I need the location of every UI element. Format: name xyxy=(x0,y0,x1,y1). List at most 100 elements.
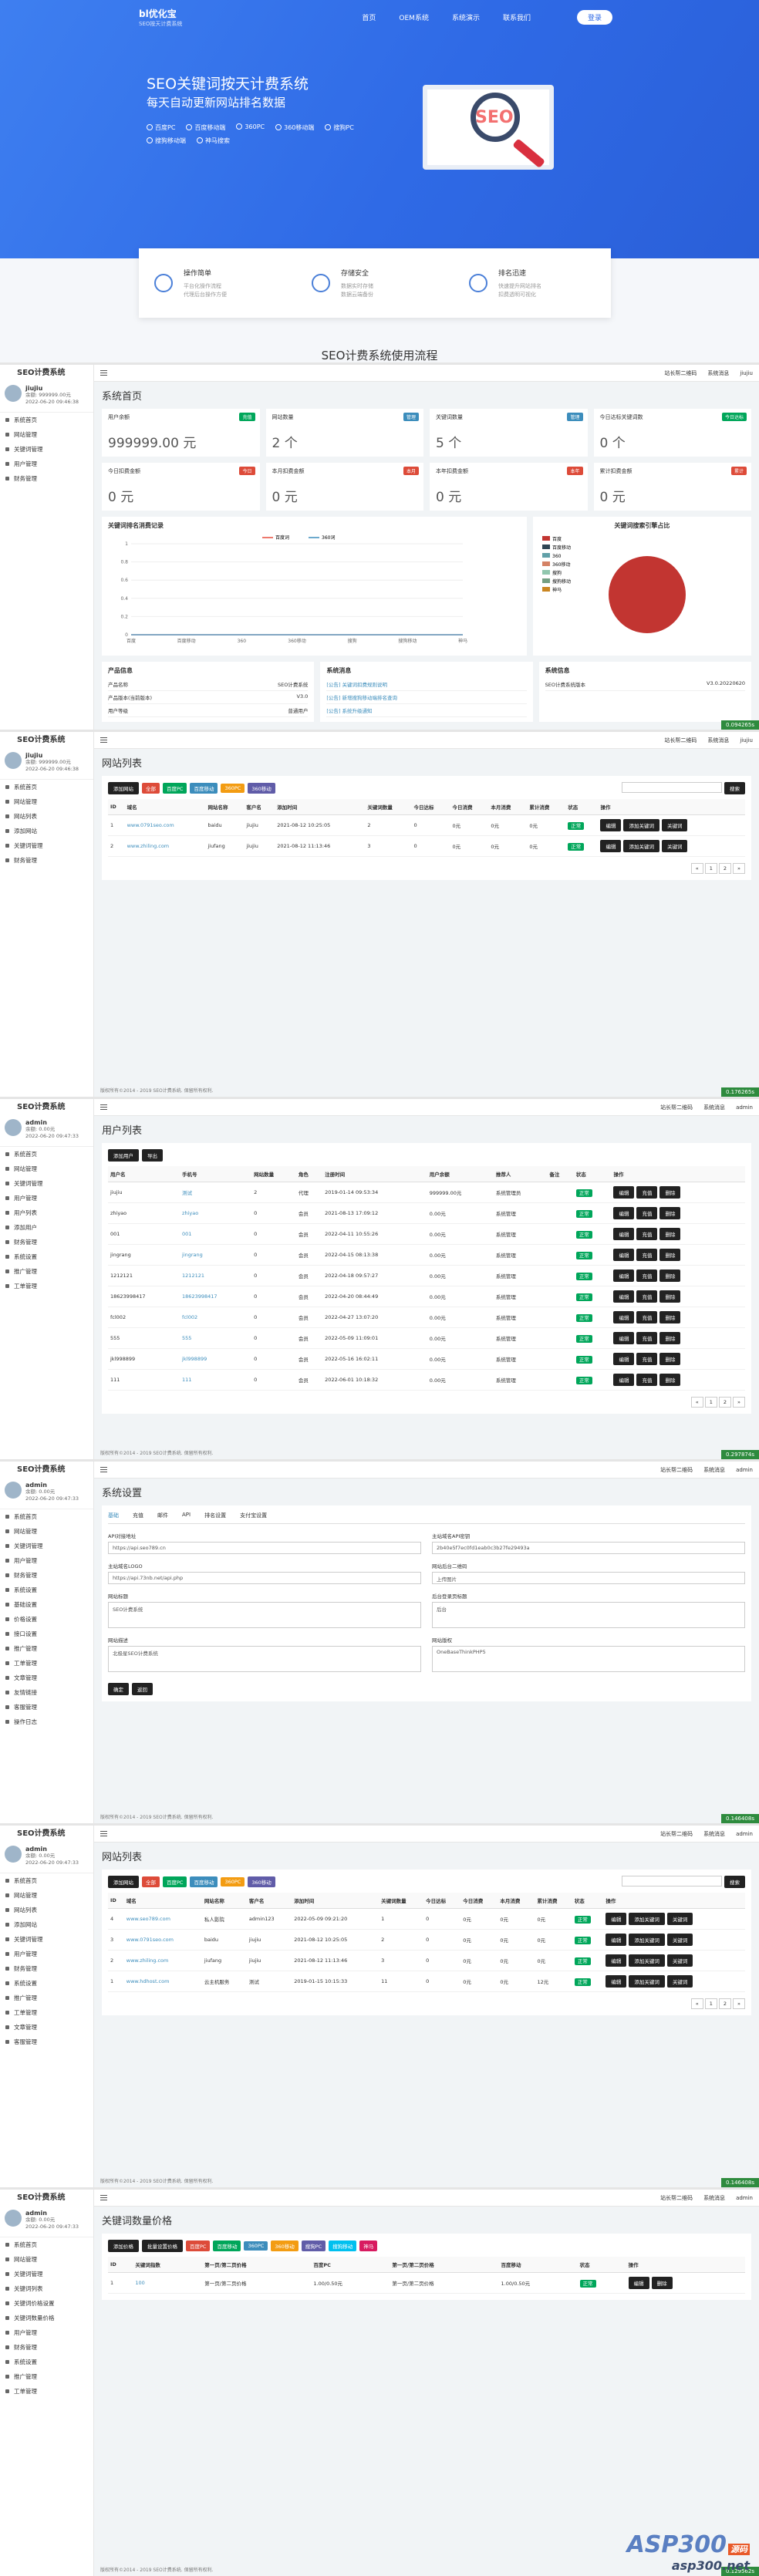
menu-item[interactable]: 财务管理 xyxy=(0,1961,93,1976)
page-link[interactable]: 2 xyxy=(718,1397,732,1408)
page-link[interactable]: 1 xyxy=(704,1998,717,2009)
menu-item[interactable]: 系统设置 xyxy=(0,1976,93,1991)
menu-item[interactable]: 财务管理 xyxy=(0,471,93,486)
action-button[interactable]: 充值 xyxy=(636,1311,658,1323)
action-button[interactable]: 充值 xyxy=(636,1290,658,1303)
menu-item[interactable]: 关键词管理 xyxy=(0,1539,93,1553)
menu-item[interactable]: 关键词管理 xyxy=(0,1176,93,1191)
action-button[interactable]: 删除 xyxy=(659,1353,681,1365)
action-button[interactable]: 添加关键词 xyxy=(623,819,659,831)
menu-item[interactable]: 系统首页 xyxy=(0,1147,93,1162)
menu-item[interactable]: 系统首页 xyxy=(0,1873,93,1888)
action-button[interactable]: 充值 xyxy=(636,1332,658,1344)
menu-item[interactable]: 网站列表 xyxy=(0,1903,93,1917)
menu-toggle[interactable] xyxy=(100,1467,107,1472)
tab[interactable]: API xyxy=(182,1512,191,1518)
menu-item[interactable]: 系统首页 xyxy=(0,780,93,794)
toolbar-button[interactable]: 添加价格 xyxy=(108,2240,139,2252)
action-button[interactable]: 删除 xyxy=(659,1207,681,1219)
menu-toggle[interactable] xyxy=(100,2195,107,2200)
filter-tag[interactable]: 百度移动 xyxy=(190,1876,218,1887)
action-button[interactable]: 编辑 xyxy=(600,819,622,831)
filter-tag[interactable]: 百度移动 xyxy=(190,783,218,794)
menu-item[interactable]: 关键词管理 xyxy=(0,442,93,457)
topbar-item[interactable]: jiujiu xyxy=(740,369,753,376)
menu-item[interactable]: 客服管理 xyxy=(0,1700,93,1715)
action-button[interactable]: 充值 xyxy=(636,1353,658,1365)
field-input[interactable]: 后台 xyxy=(432,1602,745,1628)
menu-item[interactable]: 用户管理 xyxy=(0,1553,93,1568)
action-button[interactable]: 充值 xyxy=(636,1186,658,1199)
menu-item[interactable]: 推广管理 xyxy=(0,2369,93,2384)
action-button[interactable]: 关键词 xyxy=(661,840,688,852)
menu-item[interactable]: 文章管理 xyxy=(0,2020,93,2035)
menu-item[interactable]: 用户列表 xyxy=(0,1205,93,1220)
action-button[interactable]: 充值 xyxy=(636,1207,658,1219)
menu-item[interactable]: 系统首页 xyxy=(0,1509,93,1524)
filter-tag[interactable]: 360PC xyxy=(221,784,245,793)
page-link[interactable]: » xyxy=(733,1397,745,1408)
menu-item[interactable]: 财务管理 xyxy=(0,1568,93,1583)
menu-item[interactable]: 财务管理 xyxy=(0,2340,93,2355)
topbar-item[interactable]: 站长帮二维码 xyxy=(660,1104,693,1111)
menu-item[interactable]: 用户管理 xyxy=(0,1191,93,1205)
topbar-item[interactable]: 站长帮二维码 xyxy=(660,1466,693,1473)
search-button[interactable]: 搜索 xyxy=(724,1876,745,1888)
menu-item[interactable]: 操作日志 xyxy=(0,1715,93,1729)
menu-item[interactable]: 关键词管理 xyxy=(0,838,93,853)
menu-item[interactable]: 友情链接 xyxy=(0,1685,93,1700)
action-button[interactable]: 删除 xyxy=(659,1332,681,1344)
tab[interactable]: 基础 xyxy=(108,1512,119,1519)
action-button[interactable]: 充值 xyxy=(636,1269,658,1282)
toolbar-button[interactable]: 添加用户 xyxy=(108,1149,139,1162)
action-button[interactable]: 关键词 xyxy=(666,1934,693,1946)
action-button[interactable]: 删除 xyxy=(659,1290,681,1303)
action-button[interactable]: 添加关键词 xyxy=(629,1975,665,1988)
action-button[interactable]: 编辑 xyxy=(606,1954,627,1967)
topbar-item[interactable]: admin xyxy=(736,1466,753,1473)
action-button[interactable]: 编辑 xyxy=(613,1228,635,1240)
menu-item[interactable]: 添加网站 xyxy=(0,824,93,838)
search-button[interactable]: 搜索 xyxy=(724,782,745,794)
topbar-item[interactable]: 系统消息 xyxy=(703,1466,726,1473)
menu-item[interactable]: 系统设置 xyxy=(0,1249,93,1264)
action-button[interactable]: 编辑 xyxy=(613,1374,635,1386)
menu-item[interactable]: 网站管理 xyxy=(0,1888,93,1903)
topbar-item[interactable]: 站长帮二维码 xyxy=(664,737,697,743)
filter-tag[interactable]: 全部 xyxy=(142,783,160,794)
tab[interactable]: 支付宝设置 xyxy=(240,1512,268,1519)
page-link[interactable]: « xyxy=(690,1998,703,2009)
tab[interactable]: 充值 xyxy=(133,1512,143,1519)
filter-tag[interactable]: 360PC xyxy=(244,2241,268,2251)
page-link[interactable]: « xyxy=(690,863,703,874)
action-button[interactable]: 删除 xyxy=(659,1249,681,1261)
toolbar-button[interactable]: 批量设置价格 xyxy=(142,2240,183,2252)
form-button[interactable]: 返回 xyxy=(132,1683,153,1695)
action-button[interactable]: 编辑 xyxy=(613,1332,635,1344)
toolbar-button[interactable]: 导出 xyxy=(142,1149,163,1162)
menu-item[interactable]: 用户管理 xyxy=(0,1947,93,1961)
menu-item[interactable]: 用户管理 xyxy=(0,457,93,471)
topbar-item[interactable]: 站长帮二维码 xyxy=(660,2194,693,2201)
menu-item[interactable]: 网站管理 xyxy=(0,1524,93,1539)
page-link[interactable]: 1 xyxy=(704,1397,717,1408)
action-button[interactable]: 编辑 xyxy=(606,1913,627,1925)
filter-tag[interactable]: 360移动 xyxy=(271,2241,299,2251)
menu-item[interactable]: 接口设置 xyxy=(0,1627,93,1641)
field-input[interactable]: https://api.seo789.cn xyxy=(108,1542,421,1554)
filter-tag[interactable]: 360PC xyxy=(221,1877,245,1886)
menu-item[interactable]: 推广管理 xyxy=(0,1991,93,2005)
page-link[interactable]: 2 xyxy=(718,1998,732,2009)
action-button[interactable]: 充值 xyxy=(636,1249,658,1261)
topbar-item[interactable]: 系统消息 xyxy=(703,1830,726,1837)
page-link[interactable]: » xyxy=(733,1998,745,2009)
action-button[interactable]: 关键词 xyxy=(661,819,688,831)
menu-toggle[interactable] xyxy=(100,1104,107,1110)
tab[interactable]: 邮件 xyxy=(157,1512,168,1519)
menu-item[interactable]: 网站管理 xyxy=(0,2252,93,2267)
page-link[interactable]: 2 xyxy=(718,863,732,874)
menu-item[interactable]: 用户管理 xyxy=(0,2325,93,2340)
topbar-item[interactable]: 系统消息 xyxy=(707,369,730,376)
topbar-item[interactable]: admin xyxy=(736,1830,753,1837)
action-button[interactable]: 编辑 xyxy=(613,1249,635,1261)
